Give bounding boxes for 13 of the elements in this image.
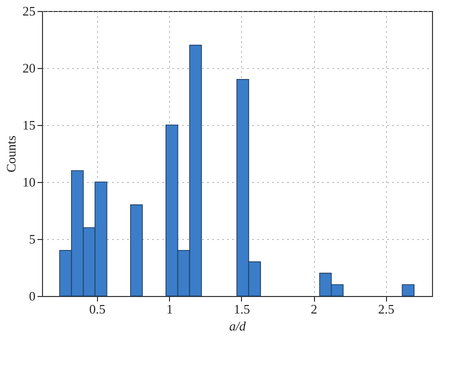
- y-axis-title: Counts: [4, 136, 18, 172]
- x-tick-label: 1: [166, 302, 173, 316]
- x-tick-label: 0.5: [89, 302, 106, 316]
- y-tick-label: 10: [22, 174, 36, 190]
- x-axis-title: a/d: [229, 318, 246, 334]
- y-tick-label: 0: [29, 288, 36, 304]
- y-tick-label: 20: [22, 60, 36, 76]
- y-tick-label: 15: [22, 118, 36, 132]
- y-tick-label: 5: [29, 232, 36, 246]
- y-tick-label: 25: [22, 4, 36, 18]
- x-tick-label: 2.5: [378, 302, 394, 316]
- x-tick-label: 1.5: [234, 302, 250, 316]
- x-tick-label: 2: [310, 302, 318, 316]
